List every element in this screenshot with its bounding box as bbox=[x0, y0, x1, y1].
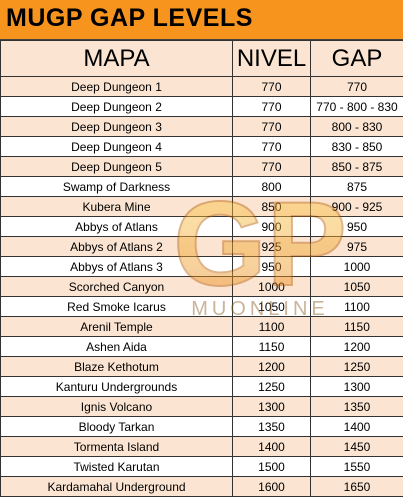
cell-mapa: Ignis Volcano bbox=[0, 396, 233, 417]
cell-gap: 875 bbox=[310, 176, 403, 197]
cell-gap: 770 bbox=[310, 76, 403, 97]
table-row: Ignis Volcano 1300 1350 bbox=[0, 396, 403, 417]
table-row: Deep Dungeon 4 770 830 - 850 bbox=[0, 136, 403, 157]
cell-mapa: Red Smoke Icarus bbox=[0, 296, 233, 317]
cell-gap: 900 - 925 bbox=[310, 196, 403, 217]
cell-nivel: 1150 bbox=[232, 336, 311, 357]
cell-nivel: 850 bbox=[232, 196, 311, 217]
table-row: Bloody Tarkan 1350 1400 bbox=[0, 416, 403, 437]
cell-mapa: Kardamahal Underground bbox=[0, 476, 233, 497]
table-row: Twisted Karutan 1500 1550 bbox=[0, 456, 403, 477]
cell-nivel: 1300 bbox=[232, 396, 311, 417]
table-row: Tormenta Island 1400 1450 bbox=[0, 436, 403, 457]
cell-nivel: 770 bbox=[232, 156, 311, 177]
cell-mapa: Twisted Karutan bbox=[0, 456, 233, 477]
cell-nivel: 770 bbox=[232, 116, 311, 137]
cell-gap: 850 - 875 bbox=[310, 156, 403, 177]
levels-table: MAPA NIVEL GAP Deep Dungeon 1 770 770 Deep … bbox=[0, 40, 403, 497]
cell-nivel: 770 bbox=[232, 96, 311, 117]
cell-gap: 830 - 850 bbox=[310, 136, 403, 157]
table-row: Deep Dungeon 1 770 770 bbox=[0, 76, 403, 97]
table-row: Blaze Kethotum 1200 1250 bbox=[0, 356, 403, 377]
table-row: Kanturu Undergrounds 1250 1300 bbox=[0, 376, 403, 397]
cell-mapa: Deep Dungeon 5 bbox=[0, 156, 233, 177]
cell-nivel: 1600 bbox=[232, 476, 311, 497]
cell-mapa: Blaze Kethotum bbox=[0, 356, 233, 377]
title-bar: MUGP GAP LEVELS bbox=[0, 0, 403, 40]
cell-nivel: 1050 bbox=[232, 296, 311, 317]
cell-mapa: Scorched Canyon bbox=[0, 276, 233, 297]
cell-mapa: Tormenta Island bbox=[0, 436, 233, 457]
header-row: MAPA NIVEL GAP bbox=[0, 40, 403, 77]
cell-nivel: 1500 bbox=[232, 456, 311, 477]
page-title: MUGP GAP LEVELS bbox=[6, 4, 253, 32]
cell-gap: 1300 bbox=[310, 376, 403, 397]
cell-nivel: 1200 bbox=[232, 356, 311, 377]
table-row: Kardamahal Underground 1600 1650 bbox=[0, 476, 403, 497]
cell-mapa: Deep Dungeon 1 bbox=[0, 76, 233, 97]
cell-mapa: Ashen Aida bbox=[0, 336, 233, 357]
cell-mapa: Abbys of Atlans 2 bbox=[0, 236, 233, 257]
header-nivel: NIVEL bbox=[232, 40, 311, 77]
cell-mapa: Deep Dungeon 3 bbox=[0, 116, 233, 137]
cell-gap: 800 - 830 bbox=[310, 116, 403, 137]
cell-nivel: 800 bbox=[232, 176, 311, 197]
cell-mapa: Abbys of Atlans 3 bbox=[0, 256, 233, 277]
header-mapa: MAPA bbox=[0, 40, 233, 77]
table-row: Red Smoke Icarus 1050 1100 bbox=[0, 296, 403, 317]
cell-gap: 1350 bbox=[310, 396, 403, 417]
cell-nivel: 1400 bbox=[232, 436, 311, 457]
cell-gap: 1250 bbox=[310, 356, 403, 377]
cell-gap: 770 - 800 - 830 bbox=[310, 96, 403, 117]
cell-nivel: 900 bbox=[232, 216, 311, 237]
table-row: Scorched Canyon 1000 1050 bbox=[0, 276, 403, 297]
table-row: Arenil Temple 1100 1150 bbox=[0, 316, 403, 337]
table-row: Abbys of Atlans 900 950 bbox=[0, 216, 403, 237]
cell-nivel: 1250 bbox=[232, 376, 311, 397]
cell-mapa: Bloody Tarkan bbox=[0, 416, 233, 437]
cell-gap: 1650 bbox=[310, 476, 403, 497]
cell-nivel: 950 bbox=[232, 256, 311, 277]
cell-nivel: 1000 bbox=[232, 276, 311, 297]
cell-gap: 1450 bbox=[310, 436, 403, 457]
table-row: Ashen Aida 1150 1200 bbox=[0, 336, 403, 357]
table-row: Deep Dungeon 5 770 850 - 875 bbox=[0, 156, 403, 177]
header-gap: GAP bbox=[310, 40, 403, 77]
cell-gap: 975 bbox=[310, 236, 403, 257]
cell-mapa: Deep Dungeon 2 bbox=[0, 96, 233, 117]
cell-nivel: 925 bbox=[232, 236, 311, 257]
cell-mapa: Kubera Mine bbox=[0, 196, 233, 217]
cell-mapa: Deep Dungeon 4 bbox=[0, 136, 233, 157]
cell-mapa: Kanturu Undergrounds bbox=[0, 376, 233, 397]
table-row: Swamp of Darkness 800 875 bbox=[0, 176, 403, 197]
cell-nivel: 1350 bbox=[232, 416, 311, 437]
cell-gap: 1050 bbox=[310, 276, 403, 297]
cell-gap: 950 bbox=[310, 216, 403, 237]
table-row: Kubera Mine 850 900 - 925 bbox=[0, 196, 403, 217]
cell-mapa: Abbys of Atlans bbox=[0, 216, 233, 237]
table-body: Deep Dungeon 1 770 770 Deep Dungeon 2 770 770… bbox=[0, 76, 403, 497]
cell-mapa: Arenil Temple bbox=[0, 316, 233, 337]
cell-nivel: 1100 bbox=[232, 316, 311, 337]
table-row: Abbys of Atlans 3 950 1000 bbox=[0, 256, 403, 277]
table-row: Deep Dungeon 2 770 770 - 800 - 830 bbox=[0, 96, 403, 117]
table-row: Abbys of Atlans 2 925 975 bbox=[0, 236, 403, 257]
cell-mapa: Swamp of Darkness bbox=[0, 176, 233, 197]
cell-gap: 1400 bbox=[310, 416, 403, 437]
cell-nivel: 770 bbox=[232, 76, 311, 97]
cell-gap: 1000 bbox=[310, 256, 403, 277]
table-row: Deep Dungeon 3 770 800 - 830 bbox=[0, 116, 403, 137]
cell-gap: 1550 bbox=[310, 456, 403, 477]
cell-gap: 1100 bbox=[310, 296, 403, 317]
cell-gap: 1150 bbox=[310, 316, 403, 337]
cell-gap: 1200 bbox=[310, 336, 403, 357]
cell-nivel: 770 bbox=[232, 136, 311, 157]
